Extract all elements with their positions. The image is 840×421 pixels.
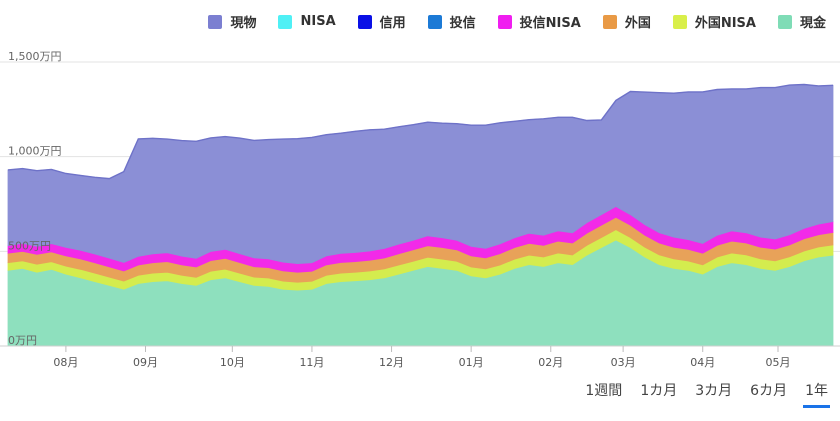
area-series-4 [7,84,834,265]
legend-swatch [208,14,223,29]
tab-period[interactable]: 1週間 [585,383,623,399]
x-tick-label: 05月 [766,356,791,369]
legend-swatch [777,14,792,29]
legend-swatch [427,14,442,29]
legend-label: 信用 [379,16,406,31]
legend-item[interactable]: 現金 [777,12,826,31]
x-tick-label: 02月 [538,356,563,369]
legend-swatch [278,14,293,29]
legend-label: 現物 [230,16,257,31]
tab-period[interactable]: 3カ月 [695,383,733,399]
legend-swatch [672,14,687,29]
tab-period[interactable]: 1年 [803,380,830,408]
legend-item[interactable]: 外国 [602,12,651,31]
legend-swatch [497,14,512,29]
x-tick-label: 11月 [299,356,324,369]
x-tick-label: 10月 [220,356,245,369]
y-tick-label: 0万円 [8,334,37,347]
x-tick-label: 04月 [690,356,715,369]
x-tick-label: 09月 [133,356,158,369]
legend-item[interactable]: 信用 [357,12,406,31]
legend-label: 現金 [799,16,826,31]
legend-label: 外国 [624,16,651,31]
chart-legend: 現物 NISA 信用 投信 投信NISA 外国 外国NISA 現金 [186,12,826,31]
legend-label: NISA [300,14,336,29]
legend-item[interactable]: NISA [278,12,336,31]
tab-period[interactable]: 6カ月 [750,383,788,399]
area-line-4 [7,83,834,180]
legend-swatch [602,14,617,29]
x-tick-label: 12月 [379,356,404,369]
y-tick-label: 1,000万円 [8,145,62,158]
legend-item[interactable]: 外国NISA [672,12,756,31]
legend-label: 投信 [449,16,476,31]
x-tick-label: 01月 [459,356,484,369]
y-tick-label: 1,500万円 [8,50,62,63]
legend-item[interactable]: 現物 [208,12,256,31]
y-tick-label: 500万円 [8,239,51,252]
legend-item[interactable]: 投信 [427,12,476,31]
legend-item[interactable]: 投信NISA [497,12,581,31]
legend-label: 外国NISA [694,16,756,31]
x-tick-label: 08月 [53,356,78,369]
period-tabs: 1週間 1カ月 3カ月 6カ月 1年 [567,380,830,408]
legend-swatch [357,14,372,29]
tab-period[interactable]: 1カ月 [640,383,678,399]
legend-label: 投信NISA [519,16,581,31]
x-tick-label: 03月 [611,356,636,369]
